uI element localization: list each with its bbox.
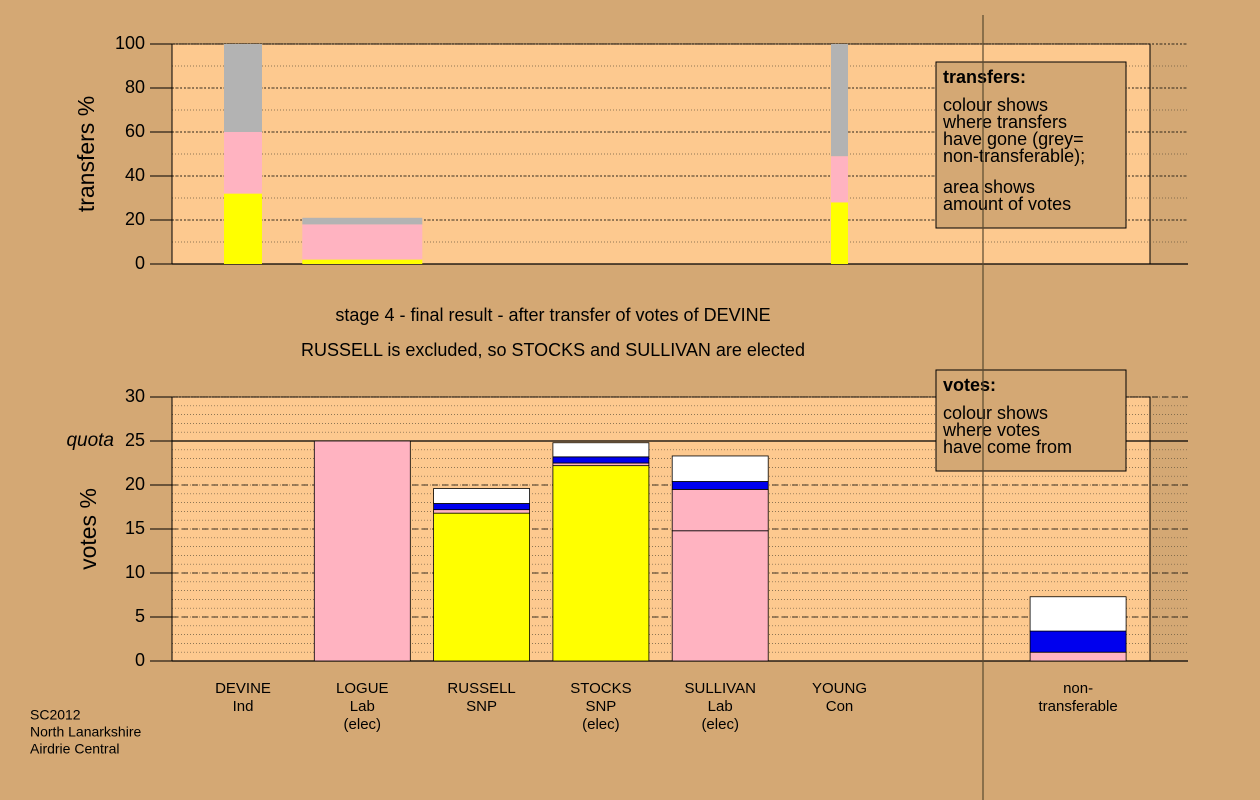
legend-title: transfers: xyxy=(943,67,1026,87)
footer-line: Airdrie Central xyxy=(30,741,119,757)
legend-text: have gone (grey= xyxy=(943,129,1084,149)
bar-segment xyxy=(302,217,423,225)
bar-segment xyxy=(433,509,531,514)
legend-text: where votes xyxy=(942,420,1040,440)
y-tick-label: 30 xyxy=(125,386,145,406)
x-tick-label-line: SNP xyxy=(466,698,497,715)
legend-text: colour shows xyxy=(943,95,1048,115)
bar-segment xyxy=(224,44,262,132)
legend-title: votes: xyxy=(943,375,996,395)
bar-segment xyxy=(313,440,411,662)
bar-segment xyxy=(552,456,650,464)
bar-segment xyxy=(552,442,650,458)
y-tick-label: 0 xyxy=(135,253,145,273)
bar-segment xyxy=(671,481,769,490)
bar-segment xyxy=(671,488,769,532)
bar-segment xyxy=(302,259,423,264)
y-tick-label: 20 xyxy=(125,474,145,494)
y-tick-label: 15 xyxy=(125,518,145,538)
y-tick-label: 60 xyxy=(125,121,145,141)
bar-segment xyxy=(302,224,423,260)
x-tick-label-line: LOGUE xyxy=(336,680,389,697)
legend-text: where transfers xyxy=(942,112,1067,132)
y-axis-label: votes % xyxy=(75,488,101,570)
bar-segment xyxy=(552,465,650,662)
x-tick-label-line: SULLIVAN xyxy=(684,680,755,697)
x-tick-label-line: (elec) xyxy=(582,716,620,733)
x-tick-label: non-transferable xyxy=(1038,680,1117,715)
x-tick-label: LOGUE Lab (elec) xyxy=(336,680,389,733)
x-tick-label-line: (elec) xyxy=(701,716,739,733)
bar-segment xyxy=(1029,596,1127,632)
y-tick-label: 100 xyxy=(115,33,145,53)
legend-text: area shows xyxy=(943,177,1035,197)
x-tick-label-line: DEVINE xyxy=(215,680,271,697)
x-tick-label: DEVINE Ind xyxy=(215,680,271,715)
bar-segment xyxy=(671,455,769,482)
bar-segment xyxy=(831,156,848,203)
x-tick-label-line: Ind xyxy=(233,698,254,715)
x-tick-label-line: STOCKS xyxy=(570,680,631,697)
x-tick-label: SULLIVAN Lab (elec) xyxy=(684,680,755,733)
bar-segment xyxy=(224,132,262,194)
bar-segment xyxy=(831,202,848,264)
subtitle: stage 4 - final result - after transfer … xyxy=(335,305,770,325)
x-tick-label-line: SNP xyxy=(585,698,616,715)
legend-text: colour shows xyxy=(943,403,1048,423)
y-tick-label: 5 xyxy=(135,606,145,626)
x-tick-label: STOCKS SNP (elec) xyxy=(570,680,631,733)
x-tick-label-line: RUSSELL xyxy=(447,680,515,697)
y-tick-label: 0 xyxy=(135,650,145,670)
x-tick-label-line: YOUNG xyxy=(812,680,867,697)
x-tick-label-line: Lab xyxy=(350,698,375,715)
y-tick-label: 20 xyxy=(125,209,145,229)
legend-box xyxy=(935,61,1127,229)
y-axis-label: transfers % xyxy=(73,96,99,212)
x-tick-label-line: Con xyxy=(826,698,854,715)
legend-text: non-transferable); xyxy=(943,146,1085,166)
legend-box xyxy=(935,369,1127,472)
bar-segment xyxy=(671,530,769,662)
annotation: quota xyxy=(66,430,114,451)
x-tick-label-line: (elec) xyxy=(344,716,382,733)
x-tick-label: YOUNG Con xyxy=(812,680,867,715)
bar-segment xyxy=(1029,630,1127,653)
y-tick-label: 25 xyxy=(125,430,145,450)
bar-segment xyxy=(433,512,531,662)
footer-line: SC2012 xyxy=(30,707,81,723)
bar-segment xyxy=(433,503,531,511)
bar-segment xyxy=(1029,651,1127,662)
y-tick-label: 10 xyxy=(125,562,145,582)
legend-text: amount of votes xyxy=(943,194,1071,214)
subtitle: RUSSELL is excluded, so STOCKS and SULLI… xyxy=(301,340,805,360)
bar-segment xyxy=(831,44,848,157)
bar-segment xyxy=(433,488,531,504)
x-tick-label-line: non- xyxy=(1063,680,1093,697)
legend-text: have come from xyxy=(943,437,1072,457)
bar-segment xyxy=(224,193,262,264)
y-tick-label: 40 xyxy=(125,165,145,185)
x-tick-label-line: transferable xyxy=(1038,698,1117,715)
footer-line: North Lanarkshire xyxy=(30,724,141,740)
x-tick-label-line: Lab xyxy=(708,698,733,715)
y-tick-label: 80 xyxy=(125,77,145,97)
x-tick-label: RUSSELL SNP xyxy=(447,680,515,715)
